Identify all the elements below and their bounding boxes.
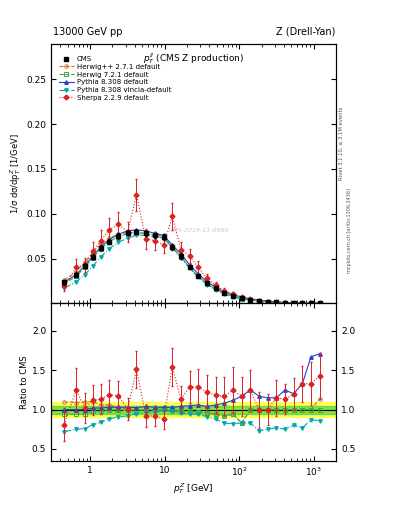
Y-axis label: 1/σ dσ/dp$_T^Z$ [1/GeV]: 1/σ dσ/dp$_T^Z$ [1/GeV] — [8, 133, 23, 214]
Text: mcplots.cern.ch [arXiv:1306.3436]: mcplots.cern.ch [arXiv:1306.3436] — [347, 188, 352, 273]
X-axis label: $p_T^Z$ [GeV]: $p_T^Z$ [GeV] — [173, 481, 214, 496]
Bar — [51, 402, 336, 417]
Text: Z (Drell-Yan): Z (Drell-Yan) — [276, 27, 335, 37]
Text: 13000 GeV pp: 13000 GeV pp — [53, 27, 123, 37]
Bar — [51, 406, 336, 414]
Text: $p_T^{ll}$ (CMS Z production): $p_T^{ll}$ (CMS Z production) — [143, 51, 244, 66]
Y-axis label: Ratio to CMS: Ratio to CMS — [20, 355, 29, 409]
Text: CMS-2019-11-0680: CMS-2019-11-0680 — [169, 228, 230, 233]
Text: Rivet 3.1.10, ≥ 3.1M events: Rivet 3.1.10, ≥ 3.1M events — [339, 106, 344, 180]
Legend: CMS, Herwig++ 2.7.1 default, Herwig 7.2.1 default, Pythia 8.308 default, Pythia : CMS, Herwig++ 2.7.1 default, Herwig 7.2.… — [57, 55, 173, 102]
